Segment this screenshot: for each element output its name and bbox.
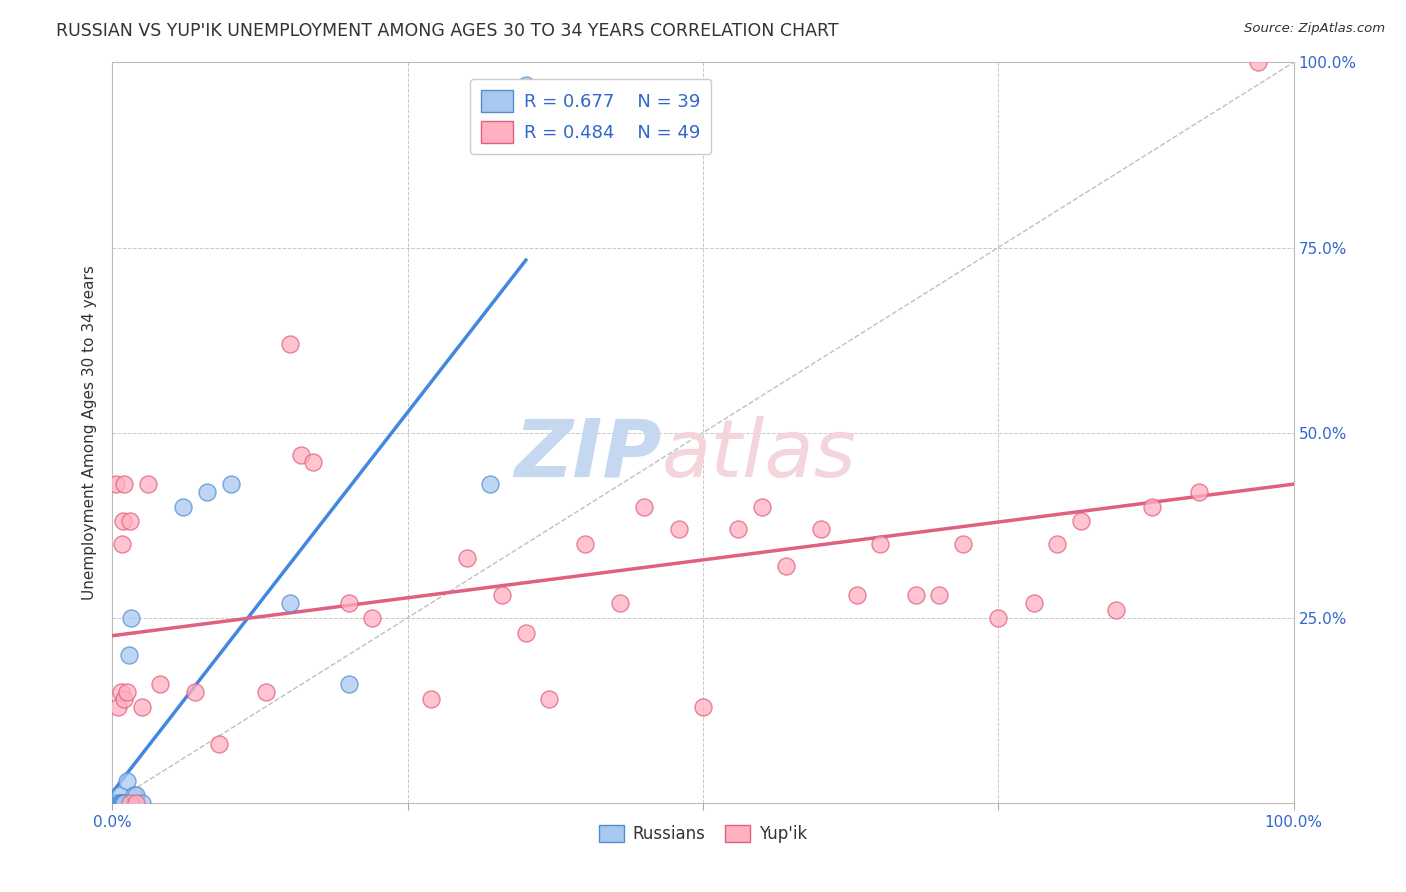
Point [515,625,537,640]
Point [1046,536,1069,550]
Point [104,796,127,810]
Point [103,796,125,810]
Point [1070,515,1092,529]
Point [120,610,142,624]
Point [120,796,142,810]
Point [112,692,135,706]
Point [104,796,127,810]
Point [122,789,145,803]
Point [104,796,127,810]
Point [111,796,134,810]
Point [1247,55,1270,70]
Point [208,737,231,751]
Point [219,477,242,491]
Point [125,789,148,803]
Point [845,589,868,603]
Legend: Russians, Yup'ik: Russians, Yup'ik [592,819,814,850]
Point [952,536,974,550]
Point [1105,603,1128,617]
Point [869,536,891,550]
Point [120,515,142,529]
Point [337,677,360,691]
Point [125,796,148,810]
Point [172,500,194,514]
Text: ZIP: ZIP [515,416,662,494]
Point [110,796,132,810]
Point [574,536,596,550]
Point [491,589,513,603]
Point [904,589,927,603]
Point [101,796,124,810]
Point [609,596,631,610]
Point [538,692,561,706]
Point [254,685,277,699]
Point [278,596,301,610]
Point [337,596,360,610]
Point [111,796,134,810]
Point [105,796,128,810]
Point [184,685,207,699]
Point [108,789,131,803]
Point [103,796,125,810]
Point [775,558,797,573]
Text: RUSSIAN VS YUP'IK UNEMPLOYMENT AMONG AGES 30 TO 34 YEARS CORRELATION CHART: RUSSIAN VS YUP'IK UNEMPLOYMENT AMONG AGE… [56,22,839,40]
Point [479,477,502,491]
Point [105,477,128,491]
Point [692,699,714,714]
Point [131,699,153,714]
Point [105,796,128,810]
Point [136,477,159,491]
Point [103,796,125,810]
Point [107,796,129,810]
Point [107,699,129,714]
Point [103,796,125,810]
Point [112,515,135,529]
Point [110,796,132,810]
Point [112,796,135,810]
Point [195,484,218,499]
Text: Source: ZipAtlas.com: Source: ZipAtlas.com [1244,22,1385,36]
Point [112,796,135,810]
Point [928,589,950,603]
Point [456,551,478,566]
Point [987,610,1010,624]
Point [420,692,443,706]
Point [105,796,128,810]
Point [727,522,749,536]
Point [1188,484,1211,499]
Point [361,610,384,624]
Point [149,677,172,691]
Point [107,796,129,810]
Point [515,78,537,92]
Point [108,796,131,810]
Point [751,500,773,514]
Point [118,648,141,662]
Point [633,500,655,514]
Point [810,522,832,536]
Point [131,796,153,810]
Point [105,796,128,810]
Point [290,448,312,462]
Y-axis label: Unemployment Among Ages 30 to 34 years: Unemployment Among Ages 30 to 34 years [82,265,97,600]
Point [111,536,134,550]
Point [110,685,132,699]
Point [115,773,138,788]
Point [112,796,135,810]
Text: atlas: atlas [662,416,856,494]
Point [105,796,128,810]
Point [278,336,301,351]
Point [1140,500,1163,514]
Point [668,522,690,536]
Point [112,477,135,491]
Point [104,796,127,810]
Point [115,685,138,699]
Point [1022,596,1045,610]
Point [101,796,124,810]
Point [302,455,325,469]
